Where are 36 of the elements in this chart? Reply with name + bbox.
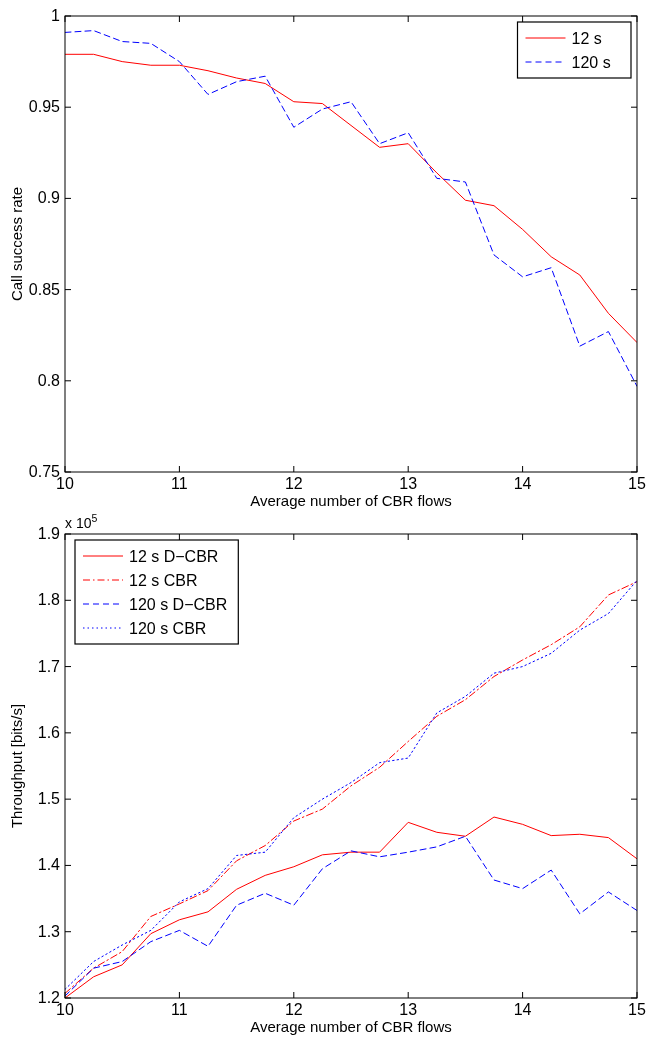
y-tick-label: 0.85 (28, 280, 61, 298)
x-tick-label: 11 (171, 475, 188, 492)
x-tick-label: 15 (628, 1001, 646, 1018)
y-axis-title: Throughput [bits/s] (8, 703, 25, 829)
y-tick-label: 1.8 (37, 591, 61, 609)
y-tick-label: 1.4 (37, 856, 61, 874)
y-axis-title: Call success rate (8, 186, 25, 302)
x-tick-label: 13 (399, 475, 418, 492)
x-tick-label: 15 (628, 475, 646, 492)
x-tick-label: 12 (284, 475, 303, 492)
line-series (65, 30, 637, 387)
y-tick-label: 1.5 (37, 790, 61, 808)
x-axis-title: Average number of CBR flows (250, 1018, 452, 1035)
y-tick-label: 1.3 (37, 922, 61, 940)
x-tick-label: 14 (513, 1001, 532, 1018)
x-tick-label: 10 (56, 1001, 74, 1018)
y-tick-label: 1.6 (37, 723, 61, 741)
y-tick-label: 1.9 (37, 525, 61, 542)
legend-label: 120 s D−CBR (129, 596, 228, 613)
x-tick-label: 12 (284, 1001, 303, 1018)
y-tick-label: 0.8 (37, 371, 61, 389)
y-tick-label: 0.95 (28, 98, 61, 116)
legend-label: 12 s (571, 30, 602, 47)
x-tick-label: 13 (399, 1001, 418, 1018)
legend-label: 12 s D−CBR (129, 548, 219, 565)
y-tick-label: 1.7 (37, 657, 61, 675)
x-axis-title: Average number of CBR flows (250, 492, 452, 509)
x-tick-label: 14 (513, 475, 532, 492)
x-tick-label: 11 (171, 1001, 188, 1018)
legend-label: 120 s CBR (129, 620, 207, 637)
legend-label: 12 s CBR (129, 572, 198, 589)
y-tick-label: 1 (51, 7, 61, 24)
y-tick-label: 0.9 (37, 189, 61, 207)
line-series (65, 53, 637, 343)
legend-label: 120 s (571, 54, 611, 71)
text: x 10$^{5}$ (65, 512, 98, 531)
